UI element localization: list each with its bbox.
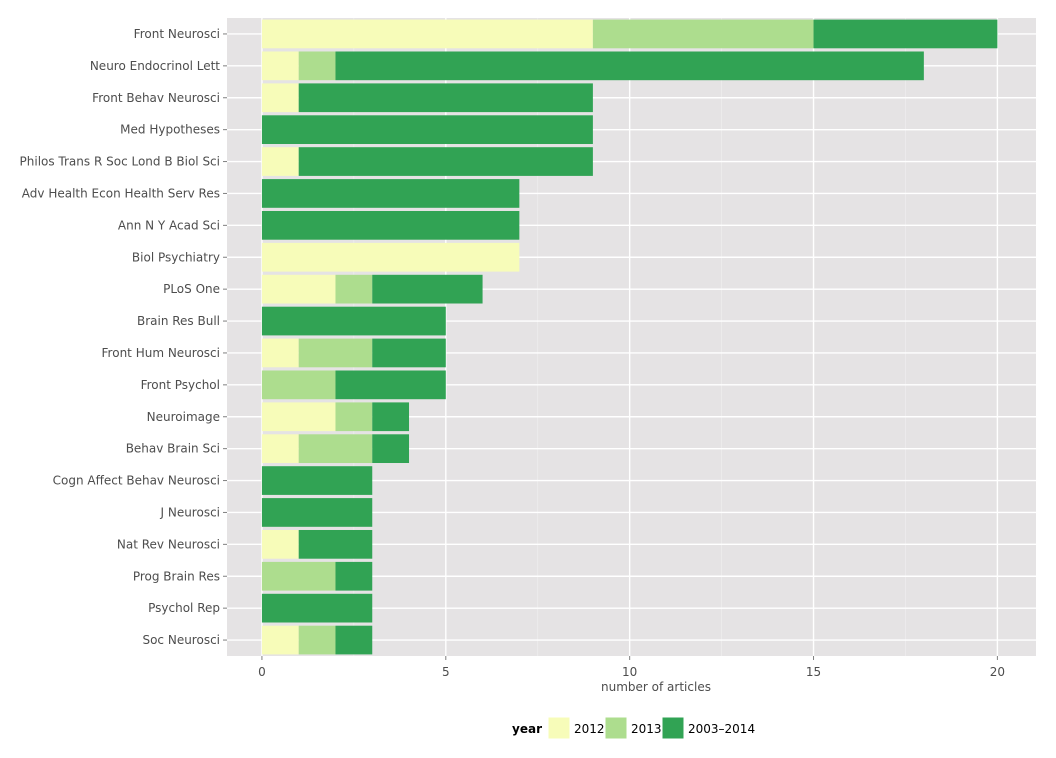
x-tick-label: 5 [442, 665, 450, 679]
y-tick-label: Front Neurosci [134, 27, 220, 41]
bar-segment [298, 83, 593, 113]
legend-title: year [512, 722, 542, 736]
bar-segment [261, 115, 593, 145]
bar-segment [372, 338, 446, 368]
bar-segment [372, 274, 483, 304]
bar-segment [261, 529, 299, 559]
y-tick-label: Front Hum Neurosci [102, 346, 220, 360]
bar-segment [298, 338, 373, 368]
bar-segment [813, 19, 998, 49]
bar-segment [261, 210, 520, 240]
bar-segment [298, 529, 373, 559]
y-tick-label: Neuroimage [147, 410, 220, 424]
bar-segment [372, 402, 410, 432]
bar-segment [372, 434, 410, 464]
y-tick-label: Behav Brain Sci [126, 442, 220, 456]
bar-segment [261, 83, 299, 113]
legend-key [604, 716, 628, 740]
bar-segment [261, 370, 336, 400]
legend-label: 2012 [574, 722, 605, 736]
bar-segment [261, 19, 593, 49]
bar-segment [298, 147, 593, 176]
bar-segment [261, 306, 446, 336]
y-tick-label: Front Psychol [141, 378, 220, 392]
y-tick-label: Ann N Y Acad Sci [118, 218, 220, 232]
legend-label: 2003–2014 [688, 722, 755, 736]
x-axis-title: number of articles [601, 680, 711, 694]
bar-segment [261, 466, 373, 495]
bar-segment [335, 370, 446, 400]
bar-segment [261, 147, 299, 176]
y-tick-label: J Neurosci [159, 505, 220, 519]
bar-segment [261, 338, 299, 368]
y-tick-label: Med Hypotheses [120, 123, 220, 137]
bar-segment [335, 274, 373, 304]
bar-segment [261, 179, 520, 208]
y-axis: Front Neurosci Neuro Endocrinol Lett Front… [20, 27, 227, 647]
bars [261, 19, 998, 655]
x-tick-label: 10 [622, 665, 637, 679]
bar-segment [261, 593, 373, 623]
y-tick-label: Brain Res Bull [137, 314, 220, 328]
bar-segment [261, 51, 299, 81]
y-tick-label: Philos Trans R Soc Lond B Biol Sci [20, 155, 220, 169]
x-axis: 0 5 10 15 20 [258, 656, 1005, 679]
y-tick-label: Prog Brain Res [133, 569, 220, 583]
y-tick-label: Adv Health Econ Health Serv Res [22, 186, 220, 200]
y-tick-label: Soc Neurosci [142, 633, 220, 647]
bar-segment [298, 625, 336, 655]
legend-label: 2013 [631, 722, 662, 736]
bar-segment [335, 51, 924, 81]
bar-segment [261, 402, 336, 432]
x-tick-label: 20 [990, 665, 1005, 679]
y-tick-label: Psychol Rep [148, 601, 220, 615]
bar-segment [261, 434, 299, 464]
bar-segment [298, 51, 336, 81]
plot-panel [227, 18, 1036, 656]
bar-segment [335, 625, 373, 655]
bar-segment [335, 402, 373, 432]
bar-segment [261, 498, 373, 527]
legend-key [547, 716, 571, 740]
legend-key [661, 716, 685, 740]
y-tick-label: Nat Rev Neurosci [117, 537, 220, 551]
y-tick-label: Front Behav Neurosci [92, 91, 220, 105]
x-tick-label: 15 [806, 665, 821, 679]
y-tick-label: Biol Psychiatry [132, 250, 220, 264]
bar-segment [592, 19, 814, 49]
x-tick-label: 0 [258, 665, 266, 679]
bar-segment [261, 274, 336, 304]
bar-segment [261, 561, 336, 591]
bar-segment [335, 561, 373, 591]
y-tick-label: Cogn Affect Behav Neurosci [53, 474, 220, 488]
legend: year 2012 2013 2003–2014 [512, 716, 755, 740]
bar-segment [298, 434, 373, 464]
y-tick-label: PLoS One [163, 282, 220, 296]
bar-segment [261, 625, 299, 655]
y-tick-label: Neuro Endocrinol Lett [90, 59, 220, 73]
bar-segment [261, 242, 520, 272]
